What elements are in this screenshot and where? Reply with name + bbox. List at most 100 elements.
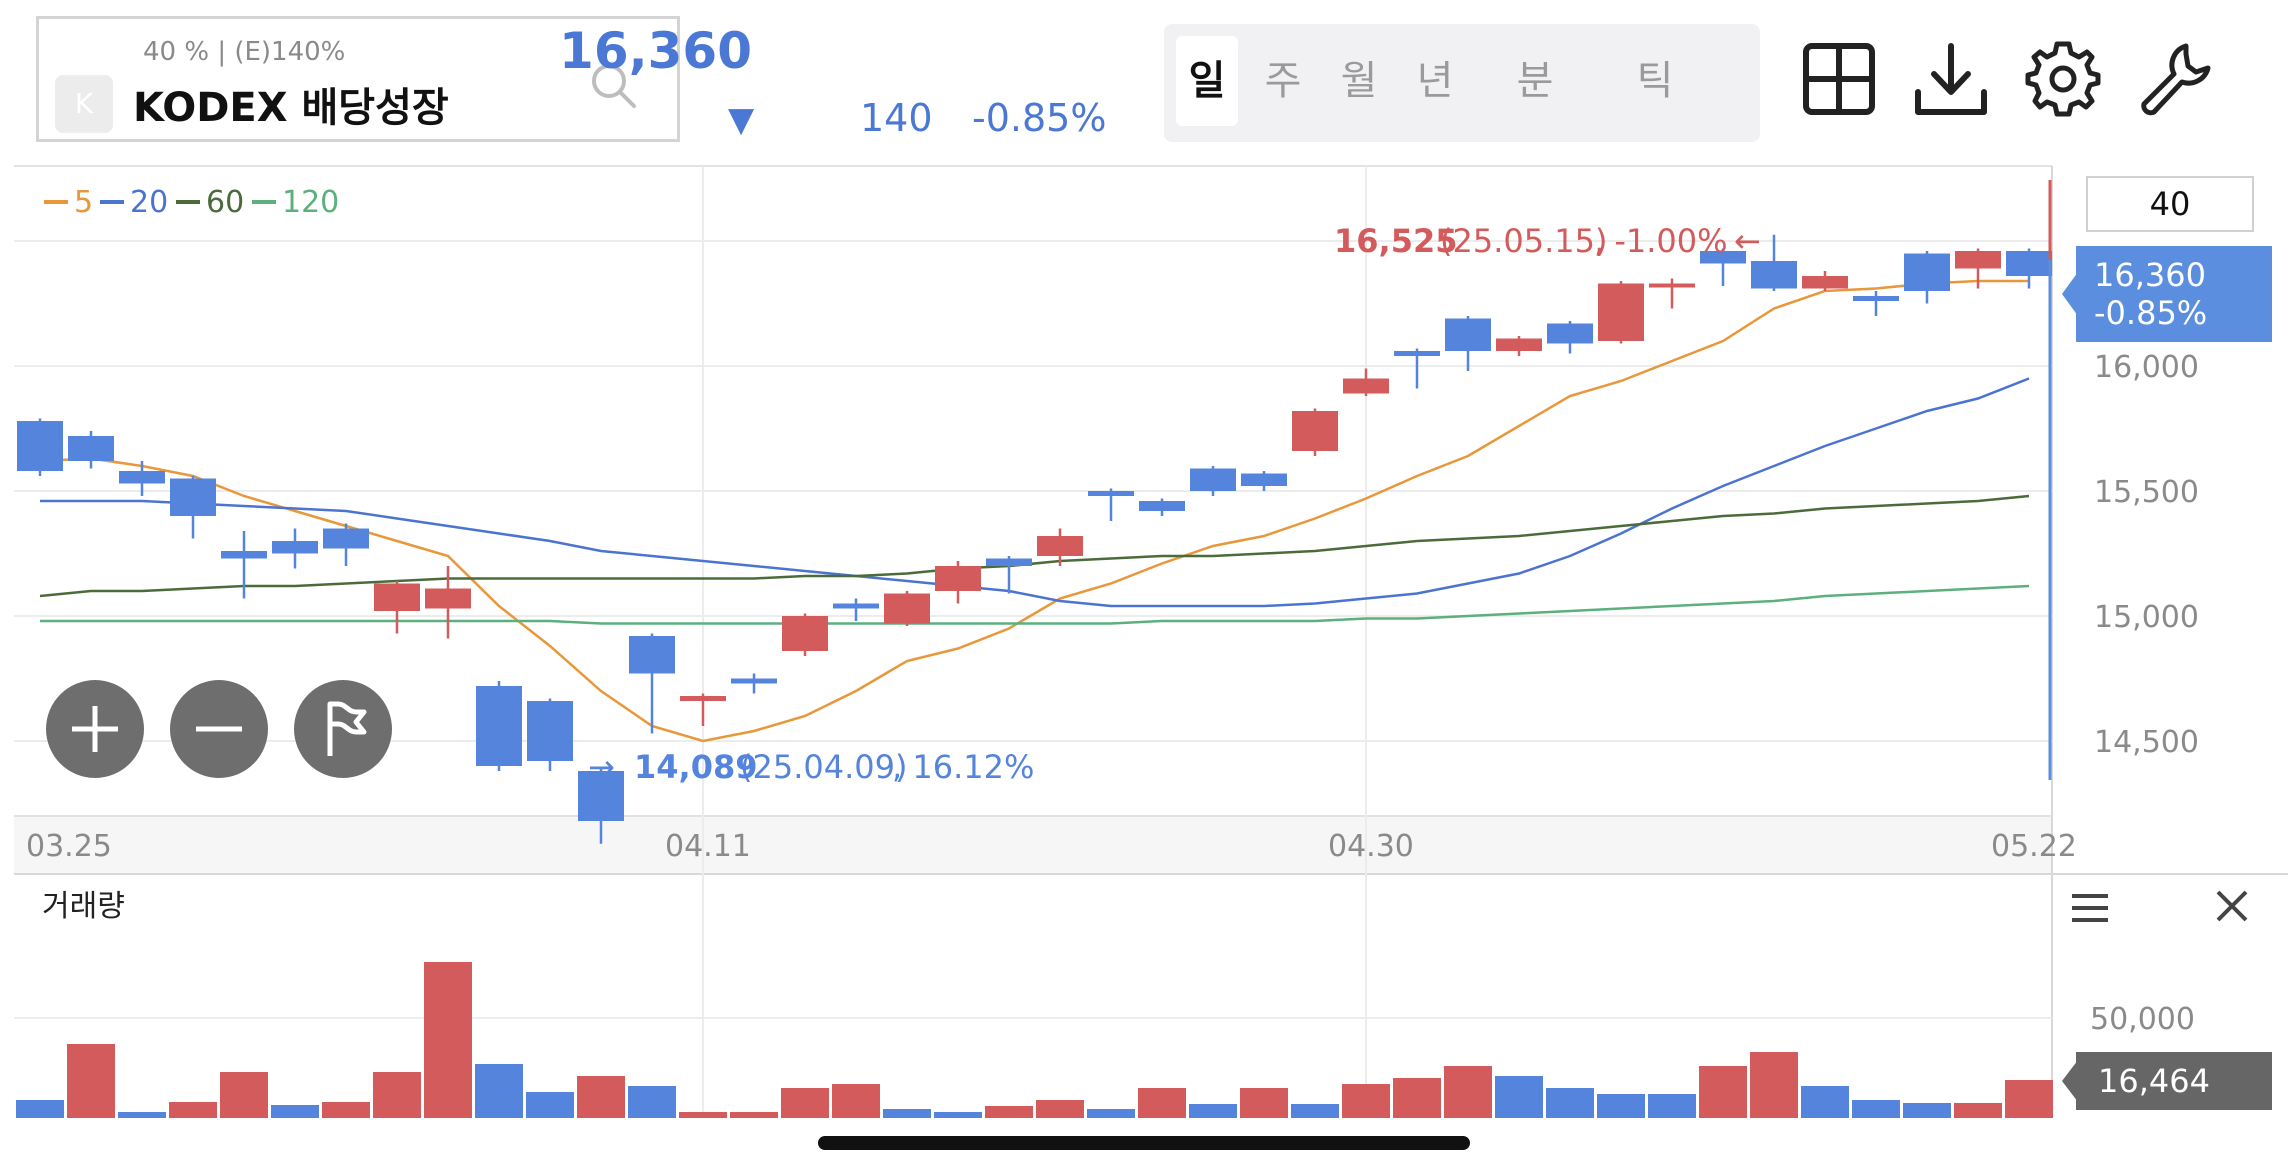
tab-year[interactable]: 년: [1416, 58, 1454, 104]
grid-lines: [14, 166, 2052, 1118]
volume-bar: [628, 1086, 676, 1118]
legend-ma5: 5: [74, 185, 93, 220]
volume-bar: [1954, 1103, 2002, 1118]
legend-ma120: 120: [282, 185, 339, 220]
zoom-out-button[interactable]: [170, 680, 268, 778]
gear-icon[interactable]: [2024, 40, 2102, 118]
candle-body: [1445, 318, 1491, 351]
grid-icon[interactable]: [1800, 40, 1878, 118]
volume-bar: [730, 1112, 778, 1118]
candle: [425, 566, 471, 639]
volume-bar: [832, 1084, 880, 1118]
stock-search-box[interactable]: 40 % | (E)140% K KODEX 배당성장: [36, 16, 680, 142]
candle: [1955, 248, 2001, 289]
x-axis-ticks: 03.25 04.11 04.30 05.22: [26, 829, 2077, 864]
y-axis-ticks: 16,000 15,500 15,000 14,500: [2094, 350, 2199, 760]
search-icon[interactable]: [587, 59, 641, 113]
margin-ratio-text: 40 % | (E)140%: [143, 37, 346, 67]
volume-bar: [985, 1106, 1033, 1118]
volume-bar: [1138, 1088, 1186, 1118]
volume-bar: [883, 1109, 931, 1118]
candle-body: [1904, 253, 1950, 291]
download-icon[interactable]: [1912, 40, 1990, 118]
zoom-in-button[interactable]: [46, 680, 144, 778]
volume-bar: [781, 1088, 829, 1118]
volume-bar: [1189, 1104, 1237, 1118]
last-price-value: 16,360: [2094, 256, 2206, 294]
candle: [1853, 291, 1899, 316]
volume-bar: [169, 1102, 217, 1118]
volume-bar: [1903, 1103, 1951, 1118]
candle-body: [221, 551, 267, 559]
volume-bar: [1342, 1084, 1390, 1118]
candle: [1292, 408, 1338, 456]
tab-tick[interactable]: 틱: [1636, 58, 1674, 104]
candle: [476, 681, 522, 771]
candle-body: [1496, 338, 1542, 351]
volume-bar: [220, 1072, 268, 1118]
x-tick-label: 04.30: [1328, 829, 1414, 864]
candle: [731, 673, 777, 694]
candle-body: [1088, 491, 1134, 496]
candle-body: [1700, 251, 1746, 264]
candle-body: [1292, 411, 1338, 451]
volume-bar: [1801, 1086, 1849, 1118]
volume-bar: [1597, 1094, 1645, 1118]
volume-bar: [424, 962, 472, 1118]
period-selector: 일 주 월 년 분 틱: [1164, 24, 1760, 142]
candle-body: [986, 558, 1032, 566]
candle-body: [527, 701, 573, 761]
max-annotation: 16,525 (25.05.15) , -1.00% ←: [1334, 222, 1761, 260]
candle-body: [374, 583, 420, 611]
tab-day[interactable]: 일: [1176, 36, 1238, 126]
candle: [221, 531, 267, 599]
candle-body: [1037, 536, 1083, 556]
candle-count-input[interactable]: 40: [2086, 176, 2254, 232]
legend-ma60: 60: [206, 185, 244, 220]
volume-bar: [679, 1112, 727, 1118]
candles: [17, 234, 2052, 844]
ma-line-60: [39, 494, 2030, 598]
candle-body: [884, 593, 930, 624]
home-indicator[interactable]: [818, 1136, 1470, 1150]
candle: [629, 633, 675, 734]
candle-body: [425, 588, 471, 609]
volume-bar: [1852, 1100, 1900, 1118]
close-icon[interactable]: [2216, 890, 2248, 922]
candle: [1088, 488, 1134, 521]
tab-minute[interactable]: 분: [1516, 58, 1554, 104]
hamburger-icon[interactable]: [2072, 894, 2108, 922]
volume-bar: [16, 1100, 64, 1118]
volume-y-axis-ticks: 50,000: [2090, 1002, 2195, 1037]
candle: [935, 561, 981, 604]
plus-icon: [72, 706, 118, 752]
max-date: (25.05.15): [1440, 222, 1607, 260]
tab-week[interactable]: 주: [1264, 58, 1302, 104]
candle-body: [1853, 296, 1899, 301]
volume-bar: [67, 1044, 115, 1118]
candle-body: [68, 436, 114, 461]
volume-bars: [16, 962, 2053, 1118]
tab-month[interactable]: 월: [1340, 58, 1378, 104]
volume-bar: [373, 1072, 421, 1118]
wrench-icon[interactable]: [2136, 40, 2214, 118]
candle-body: [17, 421, 63, 471]
candle: [680, 693, 726, 726]
last-price-pct: -0.85%: [2094, 294, 2208, 332]
volume-bar: [1444, 1066, 1492, 1118]
max-value: 16,525: [1334, 222, 1457, 260]
candle: [119, 461, 165, 496]
candle: [1496, 336, 1542, 356]
legend-ma20: 20: [130, 185, 168, 220]
volume-bar: [118, 1112, 166, 1118]
volume-bar: [526, 1092, 574, 1118]
volume-bar: [1648, 1094, 1696, 1118]
x-axis-band: [14, 816, 2052, 874]
min-pct: , 16.12%: [892, 748, 1034, 786]
flag-button[interactable]: [294, 680, 392, 778]
candle-body: [680, 696, 726, 701]
candle: [17, 418, 63, 476]
volume-bar: [322, 1102, 370, 1118]
candle-body: [935, 566, 981, 591]
